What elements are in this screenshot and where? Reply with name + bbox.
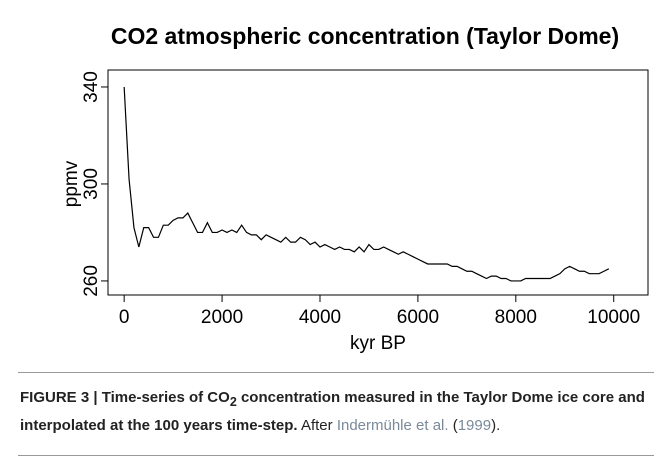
x-tick-label: 0 (119, 307, 130, 328)
x-tick-label: 10000 (587, 307, 640, 328)
caption: FIGURE 3 | Time-series of CO2 concentrat… (20, 386, 655, 437)
x-axis-label: kyr BP (350, 333, 406, 354)
y-tick-label: 340 (81, 71, 102, 103)
caption-text: ). (491, 417, 501, 434)
plot-frame (107, 69, 649, 296)
divider (18, 455, 654, 456)
caption-text: After (300, 417, 333, 434)
chart-title: CO2 atmospheric concentration (Taylor Do… (111, 23, 619, 49)
caption-text: ( (452, 417, 458, 434)
data-line (123, 86, 610, 282)
y-axis-label: ppmv (61, 160, 82, 207)
caption-subscript: 2 (229, 395, 237, 409)
y-tick-label: 300 (81, 168, 102, 200)
x-tick-label: 4000 (299, 307, 341, 328)
citation-link[interactable]: 1999 (457, 417, 492, 434)
y-tick-label: 260 (81, 265, 102, 297)
caption-text: concentration measured in the Taylor Dom… (20, 389, 645, 434)
x-tick-label: 8000 (495, 307, 537, 328)
citation-link[interactable]: Indermühle et al. (336, 417, 449, 434)
chart: CO2 atmospheric concentration (Taylor Do… (61, 23, 649, 354)
x-tick-label: 2000 (201, 307, 243, 328)
x-tick-label: 6000 (397, 307, 439, 328)
caption-text: FIGURE 3 | Time-series of CO (20, 389, 230, 406)
divider (18, 372, 654, 373)
caption-bold: FIGURE 3 | Time-series of CO2 concentrat… (20, 389, 645, 434)
